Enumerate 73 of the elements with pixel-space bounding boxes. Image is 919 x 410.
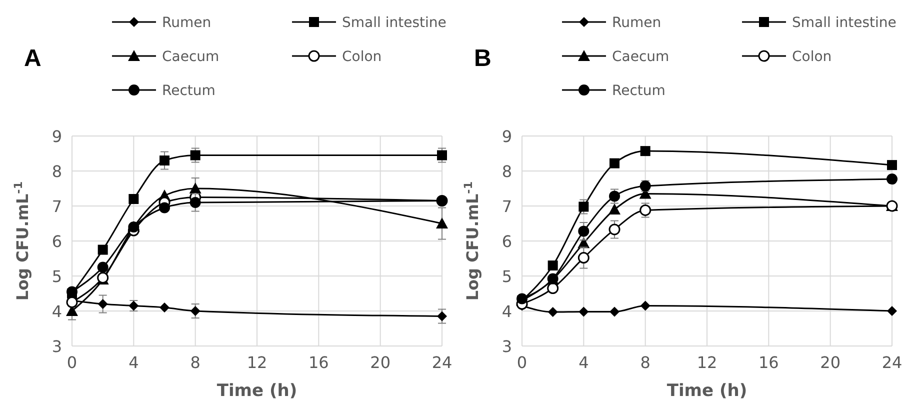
y-tick-label: 4 xyxy=(52,302,62,321)
chart-title: B xyxy=(474,45,492,72)
chart-title: A xyxy=(24,45,42,72)
y-tick-label: 7 xyxy=(52,197,62,216)
point xyxy=(437,150,447,160)
x-tick-label: 16 xyxy=(308,353,329,372)
point xyxy=(97,262,108,273)
point xyxy=(548,260,558,270)
legend-label: Caecum xyxy=(612,49,670,65)
y-tick-label: 3 xyxy=(502,337,512,356)
point xyxy=(578,306,589,317)
x-tick-label: 0 xyxy=(66,353,78,372)
point xyxy=(578,252,590,264)
point xyxy=(436,218,448,228)
x-axis-title: Time (h) xyxy=(666,381,748,401)
y-tick-label: 5 xyxy=(502,267,512,286)
y-tick-label: 9 xyxy=(502,127,512,146)
point xyxy=(190,306,200,316)
legend-label: Rumen xyxy=(612,15,662,31)
y-tick-label: 6 xyxy=(502,232,512,251)
legend-label: Rectum xyxy=(162,83,216,99)
x-axis-title: Time (h) xyxy=(216,381,298,401)
y-tick-label: 3 xyxy=(52,337,62,356)
point xyxy=(887,160,897,170)
x-tick-label: 16 xyxy=(758,353,779,372)
point xyxy=(547,282,559,294)
point xyxy=(190,150,200,160)
x-tick-label: 4 xyxy=(578,353,589,372)
point xyxy=(608,204,620,214)
point xyxy=(160,156,170,166)
y-tick-label: 5 xyxy=(52,267,62,286)
point xyxy=(190,197,201,208)
point xyxy=(640,300,650,311)
point xyxy=(437,311,447,322)
point xyxy=(548,307,558,318)
point xyxy=(886,174,898,185)
point xyxy=(128,194,139,204)
point xyxy=(887,306,897,316)
legend-label: Rumen xyxy=(162,15,212,31)
y-tick-label: 8 xyxy=(502,162,512,181)
point xyxy=(610,158,620,168)
point xyxy=(98,244,108,255)
legend-label: Small intestine xyxy=(342,15,446,31)
point xyxy=(516,293,528,304)
x-tick-label: 12 xyxy=(696,353,718,372)
point xyxy=(66,296,78,308)
y-tick-label: 6 xyxy=(52,232,62,251)
x-tick-label: 20 xyxy=(370,353,391,372)
x-tick-label: 20 xyxy=(820,353,841,372)
point xyxy=(159,202,170,214)
point xyxy=(640,146,650,156)
legend-label: Caecum xyxy=(162,49,220,65)
point xyxy=(98,299,108,309)
x-tick-label: 12 xyxy=(246,353,268,372)
y-tick-label: 4 xyxy=(502,302,512,321)
point xyxy=(578,226,590,237)
point xyxy=(160,302,170,312)
y-tick-label: 8 xyxy=(52,162,62,181)
legend-label: Small intestine xyxy=(792,15,896,31)
x-tick-label: 24 xyxy=(432,353,452,372)
point xyxy=(608,224,620,236)
x-tick-label: 4 xyxy=(128,353,139,372)
x-tick-label: 24 xyxy=(882,353,902,372)
x-tick-label: 8 xyxy=(190,353,200,372)
point xyxy=(610,306,620,317)
legend-label: Colon xyxy=(792,49,832,65)
legend-label: Colon xyxy=(342,49,382,65)
point xyxy=(578,202,589,212)
x-tick-label: 0 xyxy=(516,353,528,372)
x-tick-label: 8 xyxy=(640,353,650,372)
y-tick-label: 9 xyxy=(52,127,62,146)
y-tick-label: 7 xyxy=(502,197,512,216)
legend-label: Rectum xyxy=(612,83,666,99)
